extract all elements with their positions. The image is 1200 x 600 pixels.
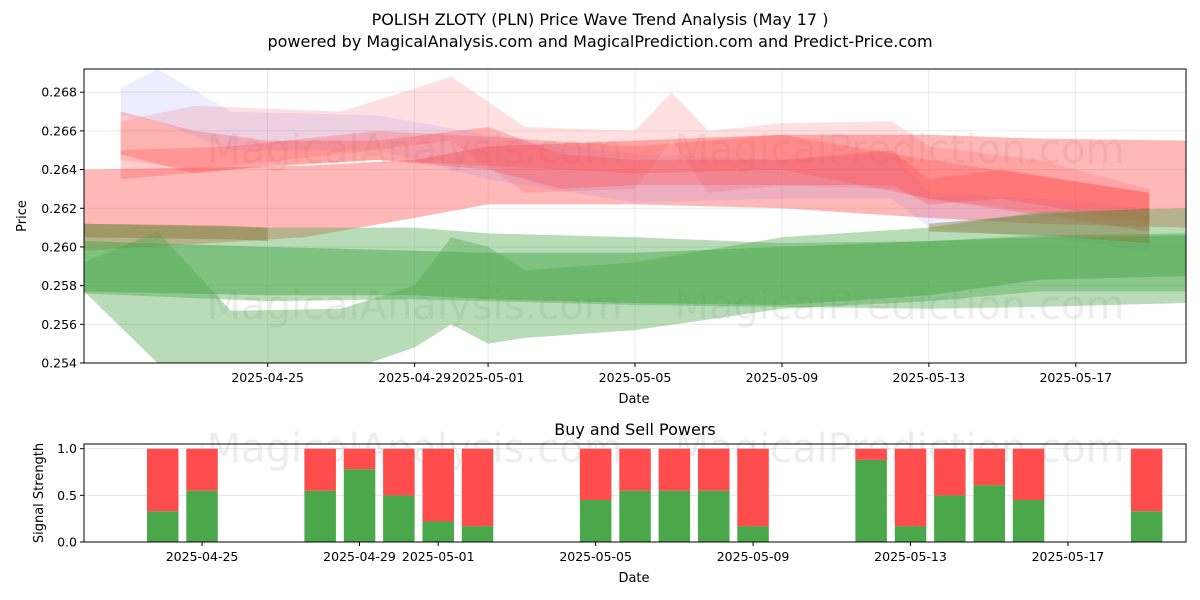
price-band-red [84, 134, 1186, 251]
price-x-tick-label: 2025-05-01 [452, 370, 525, 385]
price-x-tick-label: 2025-04-29 [378, 370, 451, 385]
buy-power-bar [383, 495, 415, 542]
buy-power-bar [343, 469, 376, 542]
price-y-tick-label: 0.254 [41, 356, 77, 371]
sell-power-bar [698, 448, 730, 491]
sell-power-bar [1130, 448, 1163, 512]
price-wave-panel: MagicalAnalysis.com MagicalPrediction.com… [41, 68, 1187, 385]
sell-power-bar [619, 448, 651, 491]
signal-x-tick-label: 2025-04-25 [166, 549, 239, 564]
price-plot-area [84, 69, 1186, 363]
signal-y-tick-label: 1.0 [57, 441, 77, 456]
price-x-tick-label: 2025-05-13 [893, 370, 966, 385]
buy-power-bar [658, 490, 691, 542]
price-band-red [120, 76, 1150, 232]
sell-power-bar [343, 448, 376, 470]
price-y-tick-label: 0.264 [41, 162, 77, 177]
buy-power-bar [147, 511, 179, 542]
buy-power-bar [304, 490, 336, 542]
sell-power-bar [934, 448, 966, 496]
buy-power-bar [422, 521, 454, 542]
sell-power-bar [461, 448, 494, 527]
sell-power-bar [304, 448, 336, 491]
price-y-tick-label: 0.262 [41, 201, 77, 216]
signal-x-tick-label: 2025-05-05 [559, 549, 632, 564]
signal-y-tick-label: 0.0 [57, 535, 77, 550]
signal-plot-area [147, 448, 1163, 542]
price-y-tick-label: 0.266 [41, 123, 77, 138]
price-y-tick-label: 0.258 [41, 278, 77, 293]
buy-power-bar [855, 459, 887, 542]
price-axes-frame [83, 68, 1187, 364]
sell-power-bar [383, 448, 415, 496]
signal-x-tick-label: 2025-05-17 [1032, 549, 1105, 564]
buy-power-bar [1130, 511, 1163, 542]
signal-x-tick-label: 2025-05-13 [874, 549, 947, 564]
chart-title: POLISH ZLOTY (PLN) Price Wave Trend Anal… [372, 10, 829, 29]
signal-y-tick-label: 0.5 [57, 488, 77, 503]
price-x-tick-label: 2025-05-17 [1039, 370, 1112, 385]
buy-power-bar [579, 500, 612, 542]
buy-power-bar [973, 485, 1005, 542]
price-x-axis-label: Date [618, 392, 649, 407]
buy-sell-title: Buy and Sell Powers [554, 420, 716, 439]
price-band-green [84, 235, 1186, 305]
chart-subtitle: powered by MagicalAnalysis.com and Magic… [267, 32, 932, 51]
price-y-axis-label: Price [15, 200, 30, 232]
price-watermark: MagicalPrediction.com [674, 127, 1124, 173]
price-y-tick-label: 0.268 [41, 85, 77, 100]
buy-power-bar [934, 495, 966, 542]
buy-power-bar [186, 490, 218, 542]
signal-watermark: MagicalAnalysis.com [207, 426, 623, 472]
buy-power-bar [894, 526, 927, 542]
sell-power-bar [1012, 448, 1045, 500]
buy-power-bar [619, 490, 651, 542]
price-band-olive [84, 223, 268, 242]
buy-power-bar [1012, 500, 1045, 542]
sell-power-bar [737, 448, 769, 527]
buy-power-bar [737, 526, 769, 542]
sell-power-bar [855, 448, 887, 460]
buy-power-bar [698, 490, 730, 542]
signal-x-tick-label: 2025-04-29 [323, 549, 396, 564]
price-x-tick-label: 2025-05-05 [599, 370, 672, 385]
signal-x-axis-label: Date [618, 571, 649, 586]
sell-power-bar [894, 448, 927, 527]
sell-power-bar [147, 448, 179, 512]
sell-power-bar [973, 448, 1005, 486]
signal-x-tick-label: 2025-05-01 [402, 549, 475, 564]
signal-axes-frame [83, 443, 1187, 543]
price-band-red [120, 130, 1150, 232]
sell-power-bar [579, 448, 612, 500]
signal-x-tick-label: 2025-05-09 [717, 549, 790, 564]
price-watermark: MagicalAnalysis.com [207, 127, 623, 173]
price-y-tick-label: 0.256 [41, 317, 77, 332]
price-band-olive [928, 208, 1150, 244]
price-band-red [120, 111, 1150, 224]
sell-power-bar [186, 448, 218, 491]
buy-power-bar [461, 526, 494, 542]
sell-power-bar [658, 448, 691, 491]
buy-sell-panel: MagicalAnalysis.comMagicalPrediction.com… [57, 426, 1187, 564]
price-x-tick-label: 2025-04-25 [231, 370, 304, 385]
price-x-tick-label: 2025-05-09 [746, 370, 819, 385]
signal-y-axis-label: Signal Strength [32, 443, 47, 543]
price-y-tick-label: 0.260 [41, 239, 77, 254]
sell-power-bar [422, 448, 454, 522]
price-band-blue [120, 69, 1150, 251]
